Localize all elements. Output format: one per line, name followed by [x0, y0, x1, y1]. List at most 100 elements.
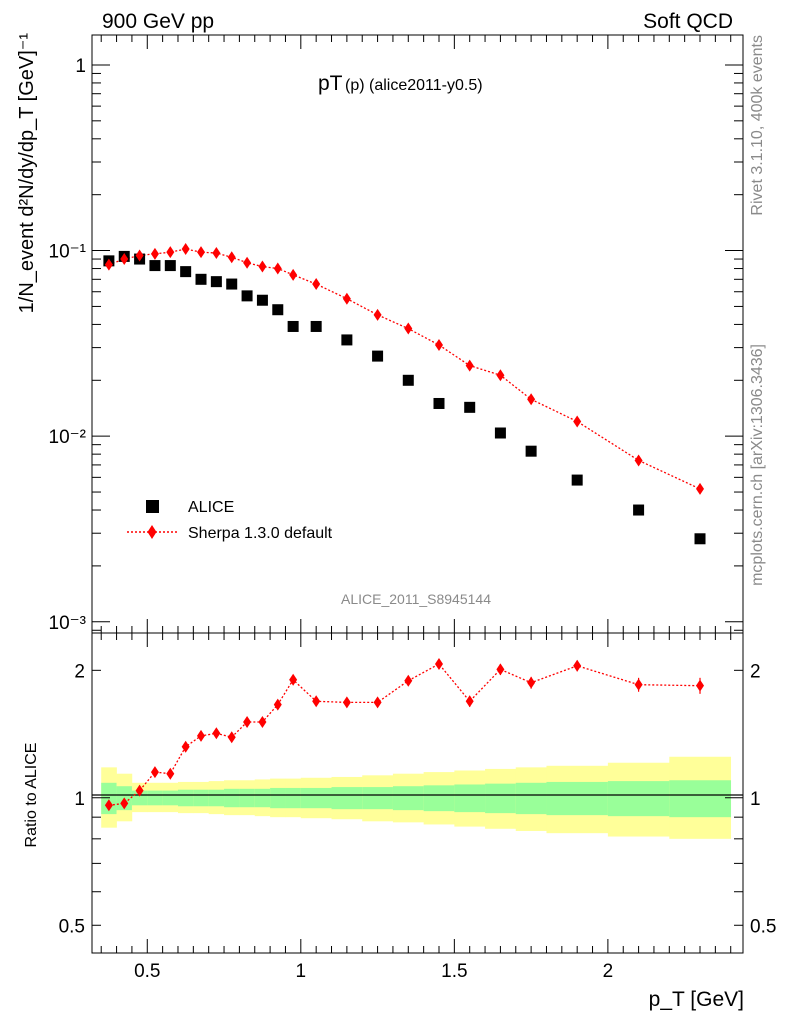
alice-point [372, 350, 384, 362]
y-tick-label: 10⁻³ [49, 613, 87, 634]
x-tick-labels: 0.5 1 1.5 2 [134, 961, 613, 982]
stat-uncertainty-band [300, 787, 332, 809]
ratio-point [104, 799, 113, 812]
ratio-point [150, 766, 159, 779]
alice-point [494, 427, 506, 439]
stat-uncertainty-band [285, 787, 302, 809]
ratio-marks [104, 657, 705, 812]
stat-uncertainty-band [177, 789, 194, 807]
stat-uncertainty-band [331, 787, 363, 810]
ratio-point [465, 695, 474, 708]
ratio-point [496, 663, 505, 676]
sherpa-point [227, 251, 236, 264]
alice-point [164, 260, 176, 272]
ratio-point [373, 696, 382, 709]
stat-uncertainty-band [546, 781, 609, 816]
legend: ALICE Sherpa 1.3.0 default [127, 499, 333, 542]
sherpa-point [273, 262, 282, 275]
legend-sherpa-label: Sherpa 1.3.0 default [188, 525, 333, 542]
y-tick-label: 10⁻² [49, 427, 87, 448]
sherpa-point [166, 246, 175, 259]
analysis-watermark: ALICE_2011_S8945144 [341, 591, 491, 607]
stat-uncertainty-band [515, 782, 547, 815]
legend-sherpa-marker [147, 525, 157, 539]
alice-point [287, 320, 299, 332]
ratio-point [120, 797, 129, 810]
x-axis-label: p_T [GeV] [649, 988, 744, 1011]
ratio-point [166, 767, 175, 780]
sherpa-point [212, 247, 221, 260]
stat-uncertainty-band [607, 781, 670, 817]
sherpa-point [120, 253, 129, 266]
x-tick-label: 0.5 [134, 961, 160, 982]
main-y-axis-label: 1/N_event d²N/dy/dp_T [GeV]⁻¹ [16, 33, 38, 314]
ratio-point [527, 676, 536, 689]
ratio-y-tick-label-right: 1 [750, 789, 761, 810]
sherpa-line [108, 248, 701, 490]
header-left: 900 GeV pp [102, 10, 214, 33]
ratio-y-tick-label-right: 2 [750, 661, 761, 682]
sherpa-point [573, 415, 582, 428]
legend-alice-marker [146, 500, 159, 513]
sherpa-point [289, 268, 298, 281]
mcplots-label: mcplots.cern.ch [arXiv:1306.3436] [749, 344, 766, 586]
alice-point [402, 374, 414, 386]
ratio-point [212, 727, 221, 740]
sherpa-point [243, 256, 252, 269]
stat-uncertainty-band [101, 782, 117, 815]
main-panel: 1 10⁻¹ 10⁻² 10⁻³ pT (p) (alice2011-y0.5) 1/… [16, 33, 744, 634]
alice-point [464, 401, 476, 413]
rivet-version-label: Rivet 3.1.10, 400k events [749, 35, 766, 216]
main-frame [91, 34, 744, 634]
alice-point [241, 290, 253, 302]
main-ticks [92, 35, 743, 633]
ratio-point [258, 716, 267, 729]
ratio-point [135, 784, 144, 797]
stat-uncertainty-band [454, 784, 486, 813]
ratio-bands [101, 756, 732, 839]
alice-point [694, 533, 706, 545]
sherpa-point [696, 482, 705, 495]
alice-point [180, 266, 192, 278]
ratio-point [181, 740, 190, 753]
sherpa-point [150, 247, 159, 260]
ratio-y-tick-label: 0.5 [59, 916, 85, 937]
y-tick-label: 10⁻¹ [49, 242, 87, 263]
x-tick-label: 1 [296, 961, 307, 982]
alice-point [272, 304, 284, 316]
ratio-y-tick-labels: 0.5 0.5 1 1 2 2 [59, 661, 777, 937]
main-y-tick-labels: 1 10⁻¹ 10⁻² 10⁻³ [49, 56, 87, 634]
x-tick-label: 2 [603, 961, 614, 982]
sherpa-point [634, 454, 643, 467]
alice-point [341, 334, 353, 346]
stat-uncertainty-band [147, 790, 163, 806]
stat-uncertainty-band [208, 789, 225, 807]
ratio-y-tick-label-right: 0.5 [750, 916, 776, 937]
sherpa-point [465, 359, 474, 372]
sherpa-point [181, 242, 190, 255]
legend-alice-label: ALICE [188, 499, 234, 516]
alice-point [226, 278, 238, 290]
alice-point [433, 397, 445, 409]
ratio-point [197, 729, 206, 742]
stat-uncertainty-band [392, 786, 424, 811]
sherpa-point [404, 322, 413, 335]
sherpa-point [373, 308, 382, 321]
stat-uncertainty-band [239, 788, 256, 808]
ratio-point [404, 674, 413, 687]
alice-point [525, 445, 537, 457]
ratio-point [312, 695, 321, 708]
sherpa-point [527, 393, 536, 406]
stat-uncertainty-band [131, 790, 148, 806]
header-right: Soft QCD [643, 10, 733, 33]
ratio-y-tick-label: 1 [74, 789, 85, 810]
ratio-point [273, 698, 282, 711]
y-tick-label: 1 [75, 56, 86, 77]
sherpa-point [342, 292, 351, 305]
main-marks [103, 242, 706, 545]
alice-point [310, 320, 322, 332]
stat-uncertainty-band [485, 783, 517, 814]
sherpa-point [496, 369, 505, 382]
